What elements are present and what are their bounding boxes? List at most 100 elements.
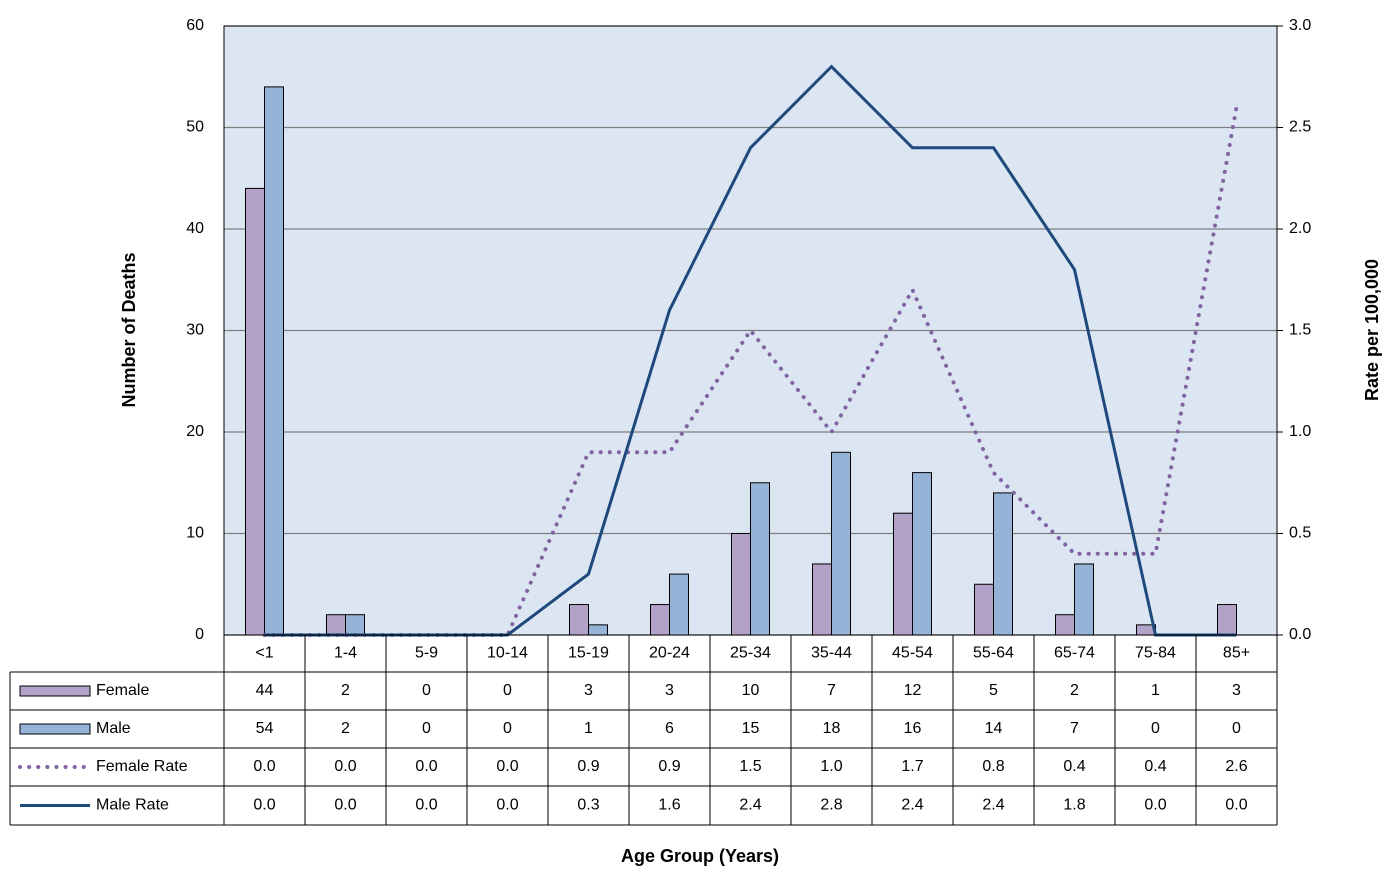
- y-tick-label: 0: [195, 626, 204, 643]
- table-cell: 0.4: [1144, 758, 1166, 775]
- table-cell: 1.8: [1063, 797, 1085, 814]
- bar: [1074, 563, 1094, 636]
- y2-tick-label: 1.5: [1289, 322, 1311, 339]
- y-tick-label: 10: [186, 525, 204, 542]
- x-tick-label: 15-19: [568, 645, 609, 662]
- x-tick-label: 65-74: [1054, 645, 1095, 662]
- bar: [264, 86, 284, 636]
- table-cell: 0: [422, 720, 431, 737]
- bar: [569, 604, 589, 636]
- table-cell: 0.4: [1063, 758, 1085, 775]
- table-cell: 0.3: [577, 797, 599, 814]
- table-cell: 2: [1070, 682, 1079, 699]
- table-cell: 0: [1151, 720, 1160, 737]
- table-cell: 0: [503, 720, 512, 737]
- bar: [326, 614, 346, 636]
- legend-label: Male Rate: [96, 797, 169, 814]
- table-cell: 3: [1232, 682, 1241, 699]
- table-cell: 0.0: [253, 758, 275, 775]
- x-tick-label: 25-34: [730, 645, 771, 662]
- y-tick-label: 50: [186, 119, 204, 136]
- x-tick-label: 35-44: [811, 645, 852, 662]
- table-cell: 1.6: [658, 797, 680, 814]
- table-cell: 0.0: [1144, 797, 1166, 814]
- table-cell: 0.0: [334, 758, 356, 775]
- table-cell: 1: [584, 720, 593, 737]
- table-cell: 0.0: [253, 797, 275, 814]
- table-cell: 5: [989, 682, 998, 699]
- table-cell: 14: [985, 720, 1003, 737]
- y-tick-label: 60: [186, 17, 204, 34]
- bar: [912, 472, 932, 636]
- table-cell: 0: [503, 682, 512, 699]
- table-cell: 0.0: [415, 758, 437, 775]
- x-tick-label: 10-14: [487, 645, 528, 662]
- table-cell: 12: [904, 682, 922, 699]
- table-cell: 2: [341, 682, 350, 699]
- table-cell: 7: [827, 682, 836, 699]
- y2-tick-label: 1.0: [1289, 423, 1311, 440]
- y2-tick-label: 3.0: [1289, 17, 1311, 34]
- table-cell: 0.9: [577, 758, 599, 775]
- y2-tick-label: 2.0: [1289, 220, 1311, 237]
- y-tick-label: 40: [186, 220, 204, 237]
- bar: [974, 583, 994, 636]
- table-cell: 1.5: [739, 758, 761, 775]
- x-tick-label: 20-24: [649, 645, 690, 662]
- table-cell: 0.0: [415, 797, 437, 814]
- table-cell: 16: [904, 720, 922, 737]
- table-cell: 2.8: [820, 797, 842, 814]
- bar: [669, 573, 689, 636]
- x-tick-label: <1: [255, 645, 273, 662]
- x-axis-title: Age Group (Years): [621, 846, 779, 866]
- legend-label: Female: [96, 682, 149, 699]
- legend-label: Male: [96, 720, 131, 737]
- x-tick-label: 1-4: [334, 645, 357, 662]
- x-tick-label: 55-64: [973, 645, 1014, 662]
- bar: [993, 492, 1013, 636]
- table-cell: 7: [1070, 720, 1079, 737]
- y2-tick-label: 0.0: [1289, 626, 1311, 643]
- table-cell: 3: [665, 682, 674, 699]
- y-axis-title: Number of Deaths: [119, 252, 139, 407]
- table-cell: 0.8: [982, 758, 1004, 775]
- x-tick-label: 85+: [1223, 645, 1250, 662]
- table-cell: 0: [1232, 720, 1241, 737]
- y2-axis-title: Rate per 100,000: [1362, 259, 1382, 401]
- bar: [893, 512, 913, 636]
- bar: [1217, 604, 1237, 636]
- x-tick-label: 45-54: [892, 645, 933, 662]
- table-cell: 0: [422, 682, 431, 699]
- table-cell: 2.6: [1225, 758, 1247, 775]
- table-cell: 0.0: [496, 758, 518, 775]
- table-cell: 2.4: [982, 797, 1004, 814]
- y2-tick-label: 2.5: [1289, 119, 1311, 136]
- table-cell: 44: [256, 682, 274, 699]
- y2-tick-label: 0.5: [1289, 525, 1311, 542]
- bar: [345, 614, 365, 636]
- table-cell: 1: [1151, 682, 1160, 699]
- table-cell: 10: [742, 682, 760, 699]
- table-cell: 1.7: [901, 758, 923, 775]
- table-cell: 54: [256, 720, 274, 737]
- bar: [831, 451, 851, 636]
- bar: [245, 187, 265, 636]
- x-tick-label: 5-9: [415, 645, 438, 662]
- legend-swatch: [19, 685, 91, 697]
- bar: [812, 563, 832, 636]
- bar: [588, 624, 608, 636]
- table-cell: 18: [823, 720, 841, 737]
- bar: [650, 604, 670, 636]
- x-tick-label: 75-84: [1135, 645, 1176, 662]
- table-cell: 2.4: [739, 797, 761, 814]
- table-cell: 6: [665, 720, 674, 737]
- table-cell: 0.0: [1225, 797, 1247, 814]
- legend-swatch: [19, 723, 91, 735]
- table-cell: 2.4: [901, 797, 923, 814]
- table-cell: 1.0: [820, 758, 842, 775]
- table-cell: 0.0: [496, 797, 518, 814]
- table-cell: 15: [742, 720, 760, 737]
- bar: [1055, 614, 1075, 636]
- table-cell: 0.9: [658, 758, 680, 775]
